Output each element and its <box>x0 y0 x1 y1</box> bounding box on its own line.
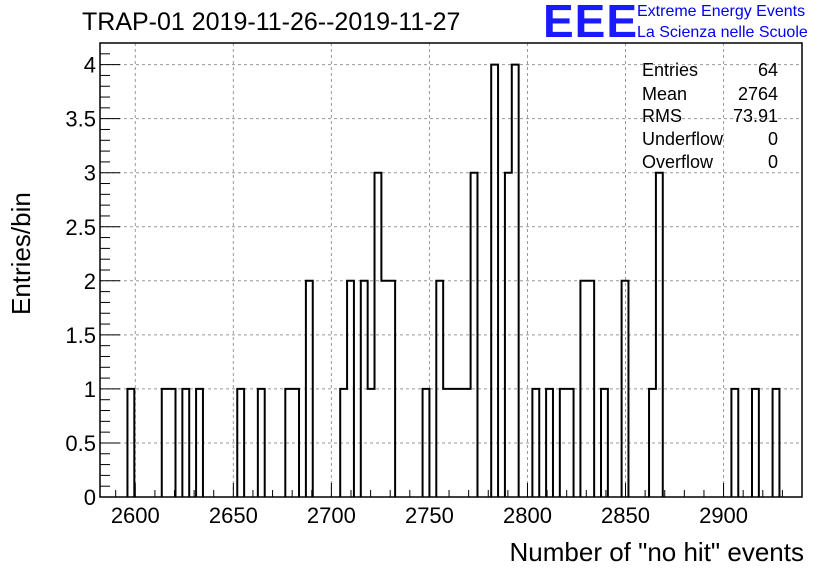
y-tick-label: 2.5 <box>65 215 96 240</box>
histogram-bin <box>306 281 313 497</box>
histogram-bin <box>752 389 759 497</box>
histogram-bin <box>162 389 169 497</box>
y-tick-label: 4 <box>84 53 96 78</box>
stats-value: 2764 <box>737 84 778 104</box>
stats-value: 64 <box>757 60 778 80</box>
y-tick-label: 0 <box>84 485 96 510</box>
histogram-bin <box>457 389 464 497</box>
histogram-bin <box>560 389 567 497</box>
histogram-outline <box>126 63 781 497</box>
histogram-bin <box>601 389 608 497</box>
x-tick-label: 2700 <box>307 503 356 528</box>
axis-ticks <box>100 42 803 498</box>
y-tick-label: 0.5 <box>65 431 96 456</box>
x-tick-label: 2850 <box>601 503 650 528</box>
y-tick-label: 1.5 <box>65 323 96 348</box>
histogram-bin <box>464 389 471 497</box>
stats-label: RMS <box>642 106 682 126</box>
stats-value: 0 <box>767 129 778 149</box>
histogram-bin <box>546 389 553 497</box>
histogram-bin <box>292 389 299 497</box>
logo-text-line2: La Scienza nelle Scuole <box>637 24 808 41</box>
y-tick-label: 3 <box>84 161 96 186</box>
histogram-bin <box>587 281 594 497</box>
histogram-bin <box>471 173 478 497</box>
stats-value: 73.91 <box>732 106 778 126</box>
histogram-bin <box>285 389 292 497</box>
y-tick-label: 2 <box>84 269 96 294</box>
histogram-bin <box>512 65 519 497</box>
histogram-bin <box>505 173 512 497</box>
histogram-bin <box>580 281 587 497</box>
x-tick-label: 2800 <box>503 503 552 528</box>
x-tick-label: 2650 <box>209 503 258 528</box>
histogram-bin <box>731 389 738 497</box>
histogram-bin <box>361 281 368 497</box>
histogram-bin <box>532 389 539 497</box>
stats-row-entries: Entries 64 <box>642 60 778 81</box>
stats-row-overflow: Overflow 0 <box>642 152 778 173</box>
eee-logo-mark: EEE <box>543 0 639 47</box>
stats-label: Underflow <box>642 129 724 149</box>
histogram-bin <box>347 281 354 497</box>
histogram-bin <box>375 173 382 497</box>
histogram-bin <box>182 389 189 497</box>
x-tick-label: 2900 <box>699 503 748 528</box>
histogram-bins <box>126 63 781 497</box>
histogram-bin <box>773 389 780 497</box>
stats-row-underflow: Underflow 0 <box>642 129 778 150</box>
stats-row-rms: RMS 73.91 <box>642 106 778 127</box>
histogram-bin <box>622 281 629 497</box>
histogram-bin <box>258 389 265 497</box>
histogram-bin <box>388 281 395 497</box>
y-tick-label: 1 <box>84 377 96 402</box>
histogram-bin <box>491 65 498 497</box>
tick-labels: 2600 2650 2700 2750 2800 2850 2900 0 0.5 1 1.5 2 2.5… <box>65 53 748 528</box>
stats-value: 0 <box>767 152 778 172</box>
histogram-bin <box>436 281 443 497</box>
histogram-bin <box>567 389 574 497</box>
histogram-bin <box>450 389 457 497</box>
logo-text-line1: Extreme Energy Events <box>637 3 806 20</box>
chart-title: TRAP-01 2019-11-26--2019-11-27 <box>82 8 461 36</box>
histogram-bin <box>237 389 244 497</box>
x-tick-label: 2750 <box>405 503 454 528</box>
histogram-bin <box>340 389 347 497</box>
histogram-bin <box>127 389 134 497</box>
histogram-bin <box>196 389 203 497</box>
stats-label: Entries <box>642 60 699 80</box>
stats-row-mean: Mean 2764 <box>642 84 778 105</box>
eee-logo: EEE Extreme Energy Events La Scienza nel… <box>543 0 833 50</box>
x-axis-label: Number of "no hit" events <box>509 537 805 567</box>
histogram-bin <box>381 281 388 497</box>
histogram-bin <box>169 389 176 497</box>
stats-label: Overflow <box>642 152 714 172</box>
stats-label: Mean <box>642 84 688 104</box>
y-tick-label: 3.5 <box>65 107 96 132</box>
histogram-bin <box>443 389 450 497</box>
histogram-bin <box>423 389 430 497</box>
histogram-bin <box>649 389 656 497</box>
histogram-bin <box>368 389 375 497</box>
histogram-bin <box>656 173 663 497</box>
x-tick-label: 2600 <box>111 503 160 528</box>
